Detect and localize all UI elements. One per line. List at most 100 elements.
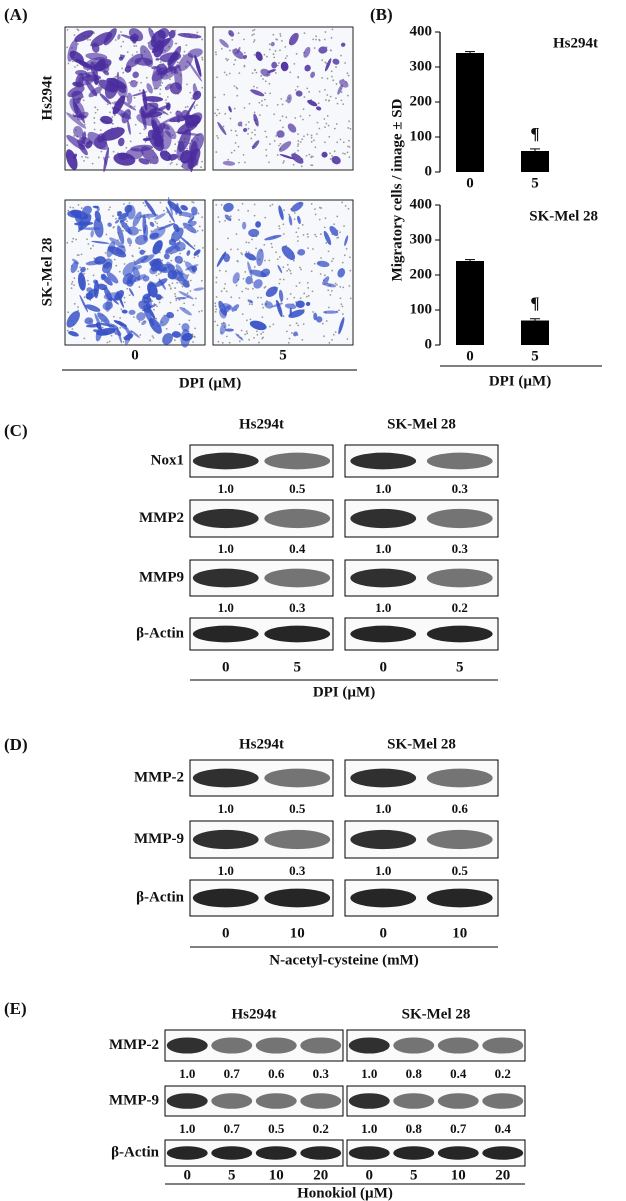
pore bbox=[183, 260, 186, 263]
y-tick-label: 100 bbox=[410, 128, 433, 144]
pore bbox=[86, 238, 88, 241]
pore bbox=[129, 140, 132, 143]
pore bbox=[224, 283, 227, 285]
band bbox=[166, 1146, 208, 1160]
band-value: 0.7 bbox=[450, 1121, 467, 1136]
cell bbox=[106, 271, 119, 284]
cell bbox=[178, 291, 194, 300]
pore bbox=[174, 293, 176, 295]
band-value: 1.0 bbox=[361, 1121, 377, 1136]
cell bbox=[149, 232, 160, 239]
pore bbox=[71, 240, 74, 243]
cell bbox=[232, 272, 240, 284]
pore bbox=[133, 105, 136, 108]
band-value: 0.6 bbox=[268, 1066, 285, 1081]
pore bbox=[201, 229, 204, 232]
cell bbox=[154, 261, 164, 271]
cell bbox=[149, 221, 155, 227]
pore bbox=[109, 111, 111, 114]
pore bbox=[326, 115, 329, 117]
pore bbox=[241, 313, 244, 316]
cell bbox=[278, 205, 284, 221]
pore bbox=[311, 290, 314, 293]
pore bbox=[251, 131, 253, 134]
pore bbox=[282, 223, 285, 226]
cell bbox=[267, 69, 276, 73]
cell bbox=[223, 202, 234, 213]
pore bbox=[185, 44, 188, 47]
pore bbox=[260, 75, 263, 77]
cell bbox=[118, 212, 129, 220]
row-label: β-Actin bbox=[136, 889, 185, 905]
pore bbox=[308, 153, 311, 156]
pore bbox=[301, 138, 304, 141]
pore bbox=[86, 268, 89, 270]
x-tick-label: 5 bbox=[531, 348, 539, 364]
band-value: 0.2 bbox=[313, 1121, 329, 1136]
pore bbox=[275, 251, 278, 254]
pore bbox=[315, 235, 318, 238]
pore bbox=[234, 142, 237, 144]
cell bbox=[157, 222, 175, 231]
pore bbox=[113, 315, 115, 318]
micrograph bbox=[212, 199, 354, 346]
pore bbox=[235, 134, 238, 137]
band bbox=[350, 568, 417, 588]
pore bbox=[215, 308, 218, 311]
pore bbox=[201, 58, 204, 61]
band bbox=[393, 1037, 435, 1054]
bar bbox=[456, 53, 484, 172]
band bbox=[192, 625, 259, 643]
pore bbox=[320, 207, 323, 209]
pore bbox=[272, 323, 275, 326]
bar bbox=[521, 151, 549, 172]
lane-label: 0 bbox=[366, 1167, 374, 1183]
band bbox=[348, 1146, 390, 1160]
pore bbox=[303, 96, 306, 98]
pore bbox=[278, 62, 280, 64]
cell bbox=[94, 313, 101, 326]
cell bbox=[116, 84, 127, 94]
lane-label: 10 bbox=[290, 925, 305, 941]
band bbox=[192, 888, 259, 908]
pore bbox=[156, 225, 159, 228]
pore bbox=[333, 223, 336, 226]
cell bbox=[143, 96, 164, 102]
cell bbox=[151, 66, 168, 82]
pore bbox=[336, 283, 338, 286]
pore bbox=[86, 156, 89, 159]
cell bbox=[142, 275, 150, 282]
pore bbox=[331, 28, 334, 31]
pore bbox=[308, 114, 311, 117]
pore bbox=[276, 38, 279, 41]
band bbox=[350, 452, 417, 470]
pore bbox=[341, 313, 344, 315]
pore bbox=[283, 160, 285, 162]
cell bbox=[177, 33, 202, 39]
pore bbox=[253, 214, 256, 217]
band bbox=[350, 888, 417, 908]
pore bbox=[281, 103, 284, 106]
pore bbox=[252, 29, 254, 32]
pore bbox=[299, 266, 301, 269]
cell bbox=[187, 148, 201, 170]
pore bbox=[282, 266, 285, 269]
pore bbox=[216, 76, 218, 79]
pore bbox=[245, 123, 247, 126]
pore bbox=[269, 92, 272, 95]
cell bbox=[255, 221, 261, 228]
pore bbox=[294, 117, 297, 119]
pore bbox=[276, 258, 279, 261]
pore bbox=[253, 68, 256, 71]
cell bbox=[232, 48, 244, 60]
pore bbox=[310, 140, 313, 143]
cell bbox=[93, 279, 98, 284]
pore bbox=[166, 96, 169, 98]
cell bbox=[264, 234, 282, 241]
pore bbox=[216, 108, 219, 111]
pore bbox=[296, 240, 299, 242]
band-value: 1.0 bbox=[218, 541, 234, 556]
pore bbox=[100, 150, 103, 153]
pore bbox=[324, 141, 326, 144]
pore bbox=[245, 319, 248, 322]
